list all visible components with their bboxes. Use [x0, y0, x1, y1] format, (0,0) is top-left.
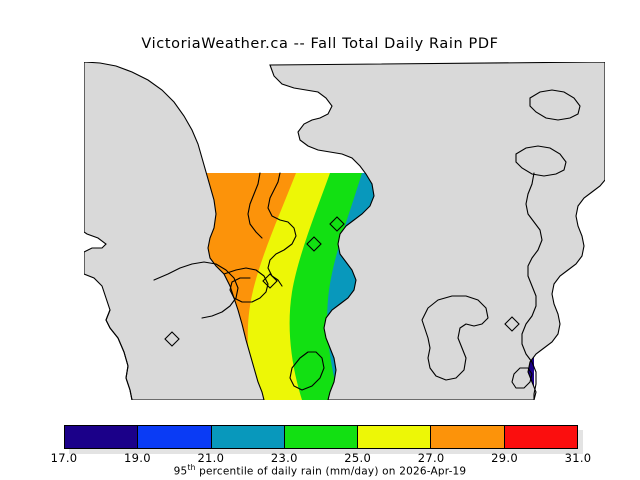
colorbar-bands — [64, 425, 578, 449]
colorbar-band-29-31 — [504, 426, 577, 448]
land-east-patch-a — [529, 89, 581, 121]
colorbar-tick: 19.0 — [124, 451, 151, 465]
colorbar-caption: 95th percentile of daily rain (mm/day) o… — [0, 463, 640, 478]
caption-prefix: 95 — [173, 465, 188, 478]
colorbar-tick: 29.0 — [491, 451, 518, 465]
colorbar-band-27-29 — [431, 426, 505, 448]
island-cyan — [289, 351, 325, 391]
colorbar-tick-labels: 17.0 19.0 21.0 23.0 25.0 27.0 29.0 31.0 — [0, 451, 640, 467]
colorbar-band-17-19 — [65, 426, 139, 448]
colorbar-band-25-27 — [358, 426, 432, 448]
caption-suffix: percentile of daily rain (mm/day) on 202… — [195, 465, 467, 478]
colorbar-band-21-23 — [211, 426, 285, 448]
colorbar-band-23-25 — [284, 426, 359, 448]
land-east-patch-b — [515, 145, 567, 177]
coastlines — [105, 172, 543, 400]
map-canvas — [84, 62, 605, 400]
colorbar-tick: 27.0 — [417, 451, 445, 465]
diamond-marker — [306, 236, 322, 252]
land-central — [269, 62, 605, 400]
diamond-marker — [504, 316, 520, 332]
coast-west — [105, 309, 133, 400]
colorbar-tick: 25.0 — [344, 451, 372, 465]
lake-navy-core — [421, 295, 489, 381]
land-west — [84, 62, 265, 400]
diamond-marker — [164, 331, 180, 347]
colorbar-tick: 23.0 — [270, 451, 298, 465]
map-panel — [84, 62, 605, 400]
colorbar — [64, 425, 583, 454]
station-markers — [164, 216, 520, 347]
colorbar-tick: 31.0 — [564, 451, 592, 465]
coast-bay-inlet — [223, 267, 269, 303]
coast-east — [521, 172, 543, 400]
caption-superscript: th — [187, 463, 196, 472]
coast-central — [267, 172, 297, 287]
colorbar-band-19-21 — [138, 426, 212, 448]
diamond-marker — [329, 216, 345, 232]
coast-central-lower — [247, 172, 263, 239]
page-title: VictoriaWeather.ca -- Fall Total Daily R… — [141, 36, 499, 52]
landmass — [84, 62, 605, 400]
colorbar-tick: 17.0 — [50, 451, 78, 465]
coast-east-notch — [511, 367, 533, 389]
diamond-marker — [262, 273, 278, 289]
coast-peninsula — [153, 261, 239, 319]
colorbar-tick: 21.0 — [197, 451, 225, 465]
